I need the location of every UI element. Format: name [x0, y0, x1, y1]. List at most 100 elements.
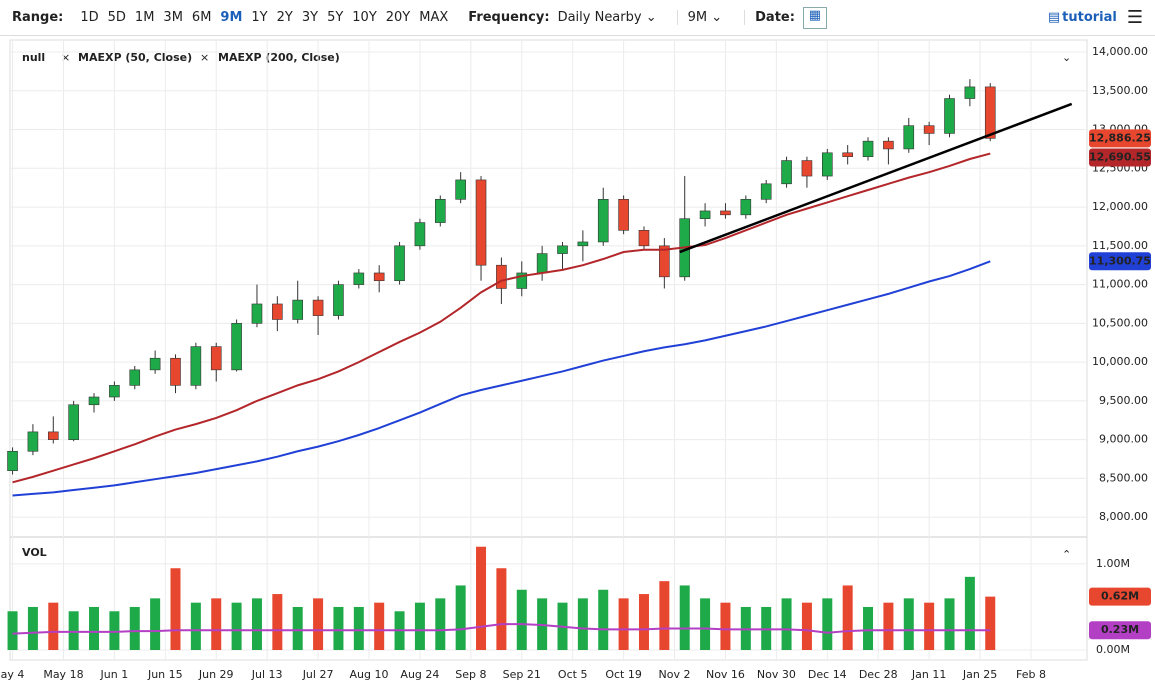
- range-button[interactable]: 6M: [191, 10, 212, 25]
- y-tick-label: 1.00M: [1096, 557, 1130, 570]
- legend-ma200: MAEXP (200, Close): [218, 51, 340, 64]
- range-button[interactable]: 10Y: [352, 10, 377, 25]
- range-button[interactable]: 1D: [80, 10, 99, 25]
- candle-body: [862, 140, 874, 157]
- volume-ma-line: [12, 623, 991, 635]
- candle-body: [720, 210, 731, 216]
- range-button[interactable]: 9M: [220, 10, 243, 25]
- candle-body: [373, 272, 385, 282]
- menu-button[interactable]: ☰: [1126, 7, 1143, 28]
- x-tick-label: Jul 13: [251, 668, 283, 681]
- volume-bar: [964, 576, 975, 650]
- volume-bar: [863, 606, 874, 650]
- volume-bar: [577, 598, 588, 650]
- y-tick-label: 0.00M: [1096, 643, 1130, 656]
- x-tick-label: Nov 2: [659, 668, 691, 681]
- x-tick-label: Jun 15: [147, 668, 183, 681]
- candle-body: [190, 346, 202, 386]
- volume-bar: [414, 602, 425, 650]
- volume-bar: [720, 602, 731, 650]
- volume-bar: [231, 602, 242, 650]
- last-value-label: 12,886.25: [1089, 131, 1151, 144]
- volume-bar: [313, 598, 324, 650]
- x-tick-label: Sep 8: [455, 668, 486, 681]
- range-button[interactable]: MAX: [419, 10, 449, 25]
- y-tick-label: 9,000.00: [1099, 433, 1148, 446]
- candle-body: [821, 152, 833, 177]
- candle-body: [251, 303, 263, 324]
- volume-bar: [924, 602, 935, 650]
- candle-body: [353, 272, 365, 285]
- volume-bar: [638, 594, 649, 650]
- volume-bar: [822, 598, 833, 650]
- candle-body: [944, 98, 955, 134]
- volume-bar: [109, 611, 120, 650]
- x-tick-label: ay 4: [1, 668, 25, 681]
- candle-body: [536, 253, 548, 274]
- range-button[interactable]: 5D: [107, 10, 126, 25]
- date-picker[interactable]: ▦: [802, 6, 827, 29]
- volume-bar: [618, 598, 629, 650]
- x-tick-label: Nov 30: [757, 668, 796, 681]
- candle-body: [272, 303, 283, 320]
- range-button[interactable]: 3Y: [301, 10, 319, 25]
- collapse-button[interactable]: ⌄: [1062, 51, 1071, 64]
- candle-body: [883, 140, 894, 150]
- y-tick-label: 10,000.00: [1092, 355, 1148, 368]
- volume-bar: [700, 598, 711, 650]
- x-tick-label: Jun 1: [100, 668, 129, 681]
- candle-body: [984, 86, 996, 139]
- legend-ma50: MAEXP (50, Close): [78, 51, 192, 64]
- volume-bar: [516, 589, 527, 650]
- period-select[interactable]: 9M ⌄: [676, 10, 722, 25]
- toolbar: Range: 1D 5D 1M 3M 6M 9M 1Y 2Y 3Y 5Y 10Y 20Y MAX Fre…: [0, 0, 1155, 36]
- candle-body: [88, 396, 100, 406]
- volume-bar: [476, 546, 487, 650]
- volume-bar: [251, 598, 262, 650]
- ma-line: [12, 260, 991, 497]
- range-button[interactable]: 1Y: [251, 10, 268, 25]
- candle-body: [496, 264, 507, 289]
- x-tick-label: Aug 24: [400, 668, 439, 681]
- y-tick-label: 11,000.00: [1092, 278, 1148, 291]
- volume-bar: [801, 602, 812, 650]
- volume-bar: [659, 581, 670, 650]
- candle-body: [781, 160, 792, 185]
- range-button[interactable]: 1M: [134, 10, 155, 25]
- candle-body: [903, 125, 915, 150]
- x-tick-label: Jan 25: [962, 668, 997, 681]
- legend-close[interactable]: ×: [200, 51, 209, 64]
- expand-button[interactable]: ⌃: [1062, 548, 1071, 561]
- last-value-box: [1089, 148, 1151, 167]
- frequency-select[interactable]: Daily Nearby ⌄: [557, 10, 657, 25]
- tutorial-link[interactable]: ▤ tutorial: [1047, 10, 1117, 25]
- candle-body: [129, 369, 141, 386]
- x-tick-label: Jan 11: [911, 668, 946, 681]
- volume-bar: [842, 585, 853, 650]
- candle-body: [414, 222, 426, 247]
- chart: null × MAEXP (50, Close) × MAEXP (200, C…: [1, 39, 1151, 681]
- candle-body: [801, 160, 813, 177]
- candle-body: [434, 199, 446, 223]
- y-tick-label: 14,000.00: [1092, 45, 1148, 58]
- trend-line: [679, 102, 1073, 254]
- x-tick-label: Oct 19: [605, 668, 642, 681]
- volume-bar: [68, 611, 79, 650]
- last-value-box: [1089, 252, 1151, 271]
- range-button[interactable]: 2Y: [276, 10, 293, 25]
- frequency-label: Frequency:: [468, 10, 550, 25]
- last-value-box: [1089, 129, 1151, 148]
- range-button[interactable]: 3M: [163, 10, 183, 25]
- volume-bar: [129, 606, 140, 650]
- candle-body: [210, 346, 222, 371]
- legend-close[interactable]: ×: [61, 51, 70, 64]
- y-tick-label: 8,000.00: [1099, 510, 1148, 523]
- range-button[interactable]: 20Y: [385, 10, 411, 25]
- candle-body: [170, 357, 181, 386]
- volume-bar: [455, 585, 466, 650]
- candle-body: [68, 404, 79, 440]
- range-button[interactable]: 5Y: [327, 10, 344, 25]
- range-label: Range:: [12, 10, 64, 25]
- period-value: 9M: [687, 10, 708, 25]
- volume-bar: [374, 602, 385, 650]
